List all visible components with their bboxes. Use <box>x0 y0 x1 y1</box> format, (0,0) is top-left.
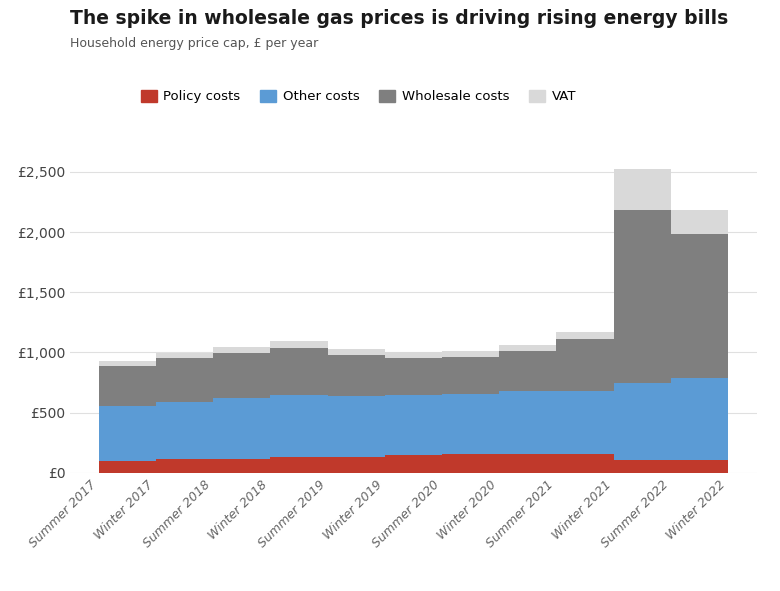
Legend: Policy costs, Other costs, Wholesale costs, VAT: Policy costs, Other costs, Wholesale cos… <box>136 85 581 109</box>
Text: Household energy price cap, £ per year: Household energy price cap, £ per year <box>70 37 318 50</box>
Text: The spike in wholesale gas prices is driving rising energy bills: The spike in wholesale gas prices is dri… <box>70 9 729 28</box>
